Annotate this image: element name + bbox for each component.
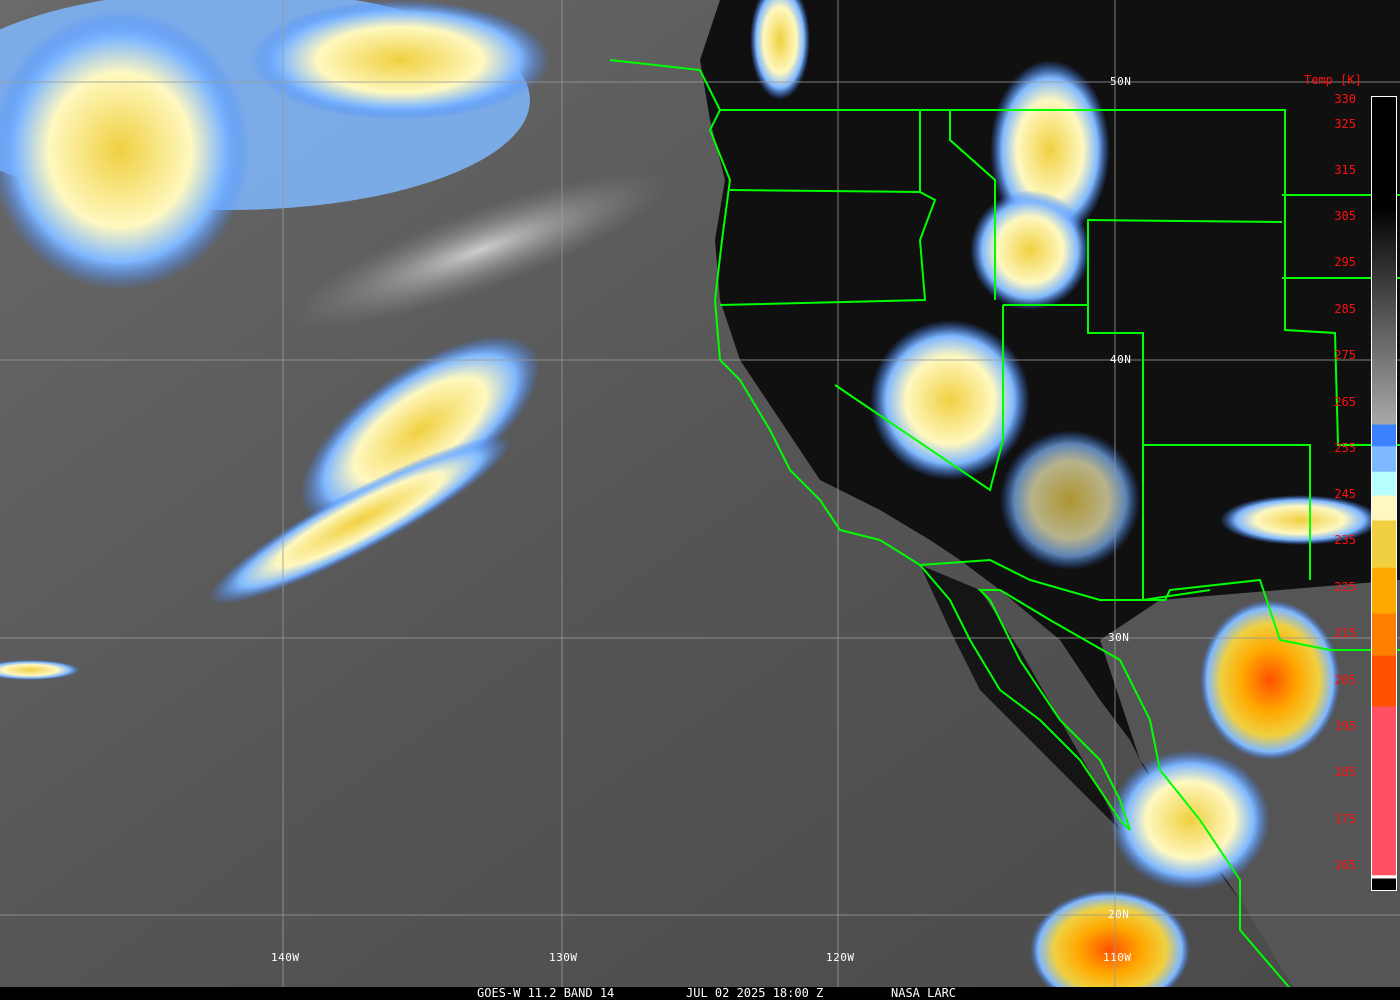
cloud-band bbox=[250, 0, 550, 120]
cloud-band bbox=[0, 10, 250, 290]
coastline bbox=[609, 59, 1301, 1000]
cloud bbox=[970, 190, 1090, 310]
colorbar-title: Temp [K] bbox=[1304, 73, 1362, 87]
temperature-colorbar bbox=[1371, 96, 1397, 891]
cloud-band bbox=[300, 335, 540, 525]
cloud bbox=[1220, 495, 1380, 545]
cloud bbox=[1200, 600, 1340, 760]
colorbar-tick-label: 215 bbox=[1334, 626, 1356, 640]
colorbar-tick-label: 175 bbox=[1334, 812, 1356, 826]
colorbar-tick-label: 305 bbox=[1334, 209, 1356, 223]
lat-label: 30N bbox=[1108, 631, 1130, 644]
lon-label: 140W bbox=[271, 951, 300, 964]
colorbar-tick-label: 295 bbox=[1334, 255, 1356, 269]
colorbar-tick-label: 315 bbox=[1334, 163, 1356, 177]
lat-label: 20N bbox=[1108, 908, 1130, 921]
hurricane-cloud bbox=[1030, 890, 1190, 1000]
colorbar-tick-label: 235 bbox=[1334, 533, 1356, 547]
cloud bbox=[1110, 750, 1270, 890]
cloud-band bbox=[209, 435, 511, 605]
caption-satellite: GOES-W 11.2 BAND 14 bbox=[477, 986, 615, 1000]
political-boundaries bbox=[609, 59, 1400, 1000]
cloud bbox=[750, 0, 810, 100]
colorbar-tick-label: 205 bbox=[1334, 673, 1356, 687]
colorbar-tick-label: 245 bbox=[1334, 487, 1356, 501]
colorbar-tick-label: 165 bbox=[1334, 858, 1356, 872]
lon-label: 120W bbox=[826, 951, 855, 964]
cloud-band bbox=[291, 171, 669, 329]
colorbar-tick-label: 330 bbox=[1334, 92, 1356, 106]
caption-source: NASA LARC bbox=[891, 986, 957, 1000]
lat-label: 40N bbox=[1110, 353, 1132, 366]
colorbar-tick-label: 185 bbox=[1334, 765, 1356, 779]
cloud bbox=[870, 320, 1030, 480]
colorbar-tick-label: 325 bbox=[1334, 117, 1356, 131]
baja-peninsula bbox=[920, 565, 1120, 830]
image-caption: GOES-W 11.2 BAND 14 JUL 02 2025 18:00 Z … bbox=[0, 987, 1400, 1000]
caption-datetime: JUL 02 2025 18:00 Z bbox=[686, 986, 824, 1000]
colorbar-tick-label: 225 bbox=[1334, 580, 1356, 594]
lat-label: 50N bbox=[1110, 75, 1132, 88]
lon-label: 110W bbox=[1103, 951, 1132, 964]
colorbar-tick-label: 195 bbox=[1334, 719, 1356, 733]
cloud bbox=[0, 660, 80, 680]
colorbar-tick-label: 285 bbox=[1334, 302, 1356, 316]
cloud bbox=[1000, 430, 1140, 570]
lon-label: 130W bbox=[549, 951, 578, 964]
colorbar-tick-label: 275 bbox=[1334, 348, 1356, 362]
colorbar-tick-label: 255 bbox=[1334, 441, 1356, 455]
colorbar-tick-label: 265 bbox=[1334, 395, 1356, 409]
